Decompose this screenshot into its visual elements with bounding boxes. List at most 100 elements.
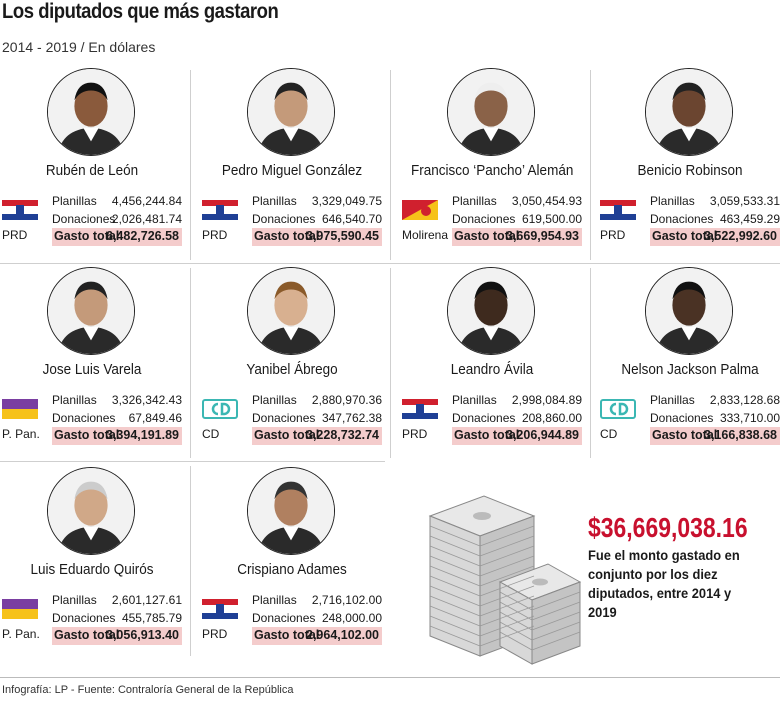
molirena-flag-icon: [402, 200, 438, 220]
gasto-total-value: 3,228,732.74: [306, 428, 379, 442]
gasto-total-label: Gasto total: [254, 229, 320, 243]
donaciones-label: Donaciones: [52, 411, 116, 425]
planillas-label: Planillas: [650, 194, 695, 208]
gasto-total-row: Gasto total 3,056,913.40: [52, 627, 182, 645]
planillas-value: 3,329,049.75: [311, 194, 382, 208]
deputy-photo: [645, 68, 733, 156]
gasto-total-row: Gasto total 3,206,944.89: [452, 427, 582, 445]
deputy-photo: [47, 467, 135, 555]
cd-logo-icon: [600, 399, 636, 419]
deputy-name: Nelson Jackson Palma: [621, 361, 759, 378]
deputy-name: Benicio Robinson: [637, 162, 743, 179]
row-divider: [0, 461, 385, 462]
deputy-photo: [47, 68, 135, 156]
gasto-total-row: Gasto total 3,669,954.93: [452, 228, 582, 246]
gasto-total-value: 3,669,954.93: [506, 229, 579, 243]
planillas-value: 4,456,244.84: [111, 194, 182, 208]
donaciones-value: 455,785.79: [121, 611, 182, 625]
planillas-label: Planillas: [52, 393, 97, 407]
deputy-photo: [447, 267, 535, 355]
prd-flag-icon: [202, 200, 238, 220]
deputy-card: Francisco ‘Pancho’ Alemán Molirena Planill…: [402, 68, 592, 268]
planillas-label: Planillas: [452, 393, 497, 407]
money-stack-icon: [424, 486, 586, 666]
deputy-name: Leandro Ávila: [450, 361, 534, 378]
party-label: PRD: [402, 427, 428, 441]
gasto-total-label: Gasto total: [454, 229, 520, 243]
gasto-total-value: 2,964,102.00: [306, 628, 379, 642]
column-divider: [390, 268, 391, 458]
deputy-name: Crispiano Adames: [237, 561, 347, 578]
deputy-photo: [247, 467, 335, 555]
deputy-card: Leandro Ávila PRD Planillas 2,998,084.89 Don…: [402, 267, 592, 467]
planillas-value: 2,880,970.36: [311, 393, 382, 407]
deputy-card: Yanibel Ábrego CD Planillas 2,880,970.36 Don…: [202, 267, 392, 467]
party-label: CD: [202, 427, 220, 441]
deputy-photo: [47, 267, 135, 355]
deputy-card: Crispiano Adames PRD Planillas 2,716,102.00…: [202, 467, 392, 667]
deputy-photo: [447, 68, 535, 156]
deputy-name: Pedro Miguel González: [221, 162, 363, 179]
gasto-total-label: Gasto total: [652, 229, 718, 243]
total-amount: $36,669,038.16: [588, 512, 748, 543]
deputy-photo: [645, 267, 733, 355]
gasto-total-value: 3,975,590.45: [306, 229, 379, 243]
panamenista-flag-icon: [2, 599, 38, 619]
deputy-card: Nelson Jackson Palma CD Planillas 2,833,128…: [600, 267, 780, 467]
column-divider: [190, 268, 191, 458]
party-label: Molirena: [402, 228, 449, 242]
donaciones-label: Donaciones: [252, 411, 316, 425]
donaciones-label: Donaciones: [52, 611, 116, 625]
party-label: P. Pan.: [2, 627, 40, 641]
gasto-total-label: Gasto total: [54, 229, 120, 243]
footer-divider: [0, 677, 780, 678]
planillas-value: 3,059,533.31: [709, 194, 780, 208]
column-divider: [590, 70, 591, 260]
gasto-total-label: Gasto total: [54, 428, 120, 442]
donaciones-value: 67,849.46: [128, 411, 182, 425]
row-divider: [0, 263, 780, 264]
donaciones-value: 2,026,481.74: [111, 212, 182, 226]
donaciones-label: Donaciones: [252, 611, 316, 625]
panamenista-flag-icon: [2, 399, 38, 419]
planillas-value: 2,998,084.89: [511, 393, 582, 407]
planillas-label: Planillas: [252, 194, 297, 208]
column-divider: [190, 466, 191, 656]
donaciones-label: Donaciones: [650, 212, 714, 226]
donaciones-value: 463,459.29: [719, 212, 780, 226]
party-label: PRD: [202, 627, 228, 641]
donaciones-value: 347,762.38: [321, 411, 382, 425]
party-label: CD: [600, 427, 618, 441]
gasto-total-label: Gasto total: [54, 628, 120, 642]
donaciones-label: Donaciones: [452, 212, 516, 226]
footer-credit: Infografía: LP - Fuente: Contraloría Gen…: [2, 684, 294, 696]
column-divider: [390, 70, 391, 260]
donaciones-value: 333,710.00: [719, 411, 780, 425]
prd-flag-icon: [202, 599, 238, 619]
planillas-label: Planillas: [650, 393, 695, 407]
gasto-total-value: 3,394,191.89: [106, 428, 179, 442]
gasto-total-label: Gasto total: [254, 428, 320, 442]
planillas-label: Planillas: [52, 593, 97, 607]
cd-logo-icon: [202, 399, 238, 419]
donaciones-value: 208,860.00: [521, 411, 582, 425]
planillas-value: 2,833,128.68: [709, 393, 780, 407]
donaciones-value: 619,500.00: [521, 212, 582, 226]
donaciones-label: Donaciones: [650, 411, 714, 425]
gasto-total-row: Gasto total 3,975,590.45: [252, 228, 382, 246]
deputy-name: Jose Luis Varela: [42, 361, 142, 378]
donaciones-value: 646,540.70: [321, 212, 382, 226]
gasto-total-value: 6,482,726.58: [106, 229, 179, 243]
page-subtitle: 2014 - 2019 / En dólares: [2, 39, 156, 55]
column-divider: [590, 268, 591, 458]
planillas-label: Planillas: [52, 194, 97, 208]
donaciones-value: 248,000.00: [321, 611, 382, 625]
deputy-photo: [247, 267, 335, 355]
gasto-total-label: Gasto total: [454, 428, 520, 442]
deputy-name: Yanibel Ábrego: [246, 361, 338, 378]
deputy-name: Rubén de León: [45, 162, 139, 179]
planillas-value: 2,716,102.00: [311, 593, 382, 607]
gasto-total-label: Gasto total: [652, 428, 718, 442]
gasto-total-row: Gasto total 3,394,191.89: [52, 427, 182, 445]
deputy-card: Benicio Robinson PRD Planillas 3,059,533.31…: [600, 68, 780, 268]
